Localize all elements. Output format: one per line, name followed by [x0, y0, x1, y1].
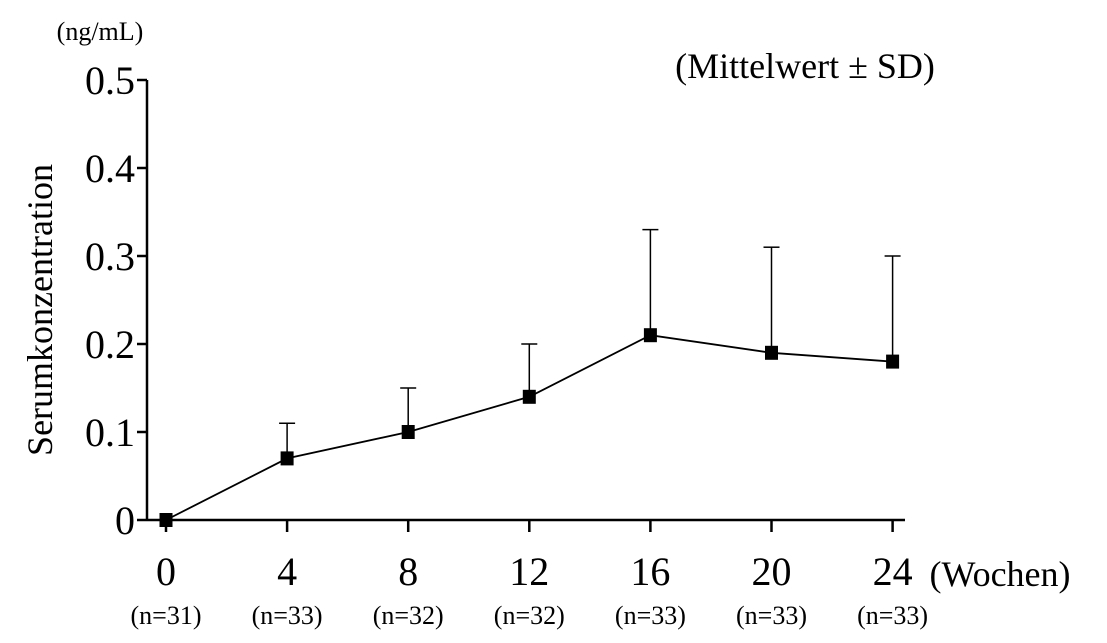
x-tick-label: 0 [156, 549, 176, 594]
x-ticks: 0 (n=31) 4 (n=33) 8 (n=32) 12 (n=32) 16 (n=33) 20 (… [131, 520, 928, 630]
axes [145, 80, 905, 522]
y-tick-label: 0.4 [85, 146, 135, 191]
n-label: (n=33) [252, 601, 323, 630]
n-label: (n=32) [373, 601, 444, 630]
x-tick-label: 12 [509, 549, 549, 594]
x-tick-label: 4 [277, 549, 297, 594]
data-point [765, 345, 778, 360]
x-tick-label: 16 [630, 549, 670, 594]
y-tick-label: 0.1 [85, 410, 135, 455]
y-tick-label: 0.5 [85, 58, 135, 103]
data-point [643, 328, 657, 343]
y-ticks: 0 0.1 0.2 0.3 0.4 0.5 [85, 58, 147, 543]
x-axis-label: (Wochen) [929, 554, 1070, 594]
n-label: (n=33) [615, 601, 686, 630]
y-tick-label: 0.2 [85, 322, 135, 367]
data-point [280, 451, 294, 466]
data-point [886, 354, 900, 369]
data-point [401, 425, 415, 439]
y-tick-label: 0 [115, 498, 135, 543]
n-label: (n=32) [494, 601, 565, 630]
x-tick-label: 8 [398, 549, 418, 594]
n-label: (n=33) [736, 601, 807, 630]
error-bars [279, 228, 901, 459]
data-point [159, 513, 173, 527]
data-point [522, 389, 536, 404]
n-label: (n=31) [131, 601, 202, 630]
chart-annotation: (Mittelwert ± SD) [675, 46, 935, 86]
y-unit-label: (ng/mL) [57, 17, 144, 46]
n-label: (n=33) [857, 601, 928, 630]
y-axis-label: Serumkonzentration [20, 164, 60, 456]
x-tick-label: 20 [752, 549, 792, 594]
y-tick-label: 0.3 [85, 234, 135, 279]
data-markers [159, 328, 900, 527]
x-tick-label: 24 [873, 549, 913, 594]
